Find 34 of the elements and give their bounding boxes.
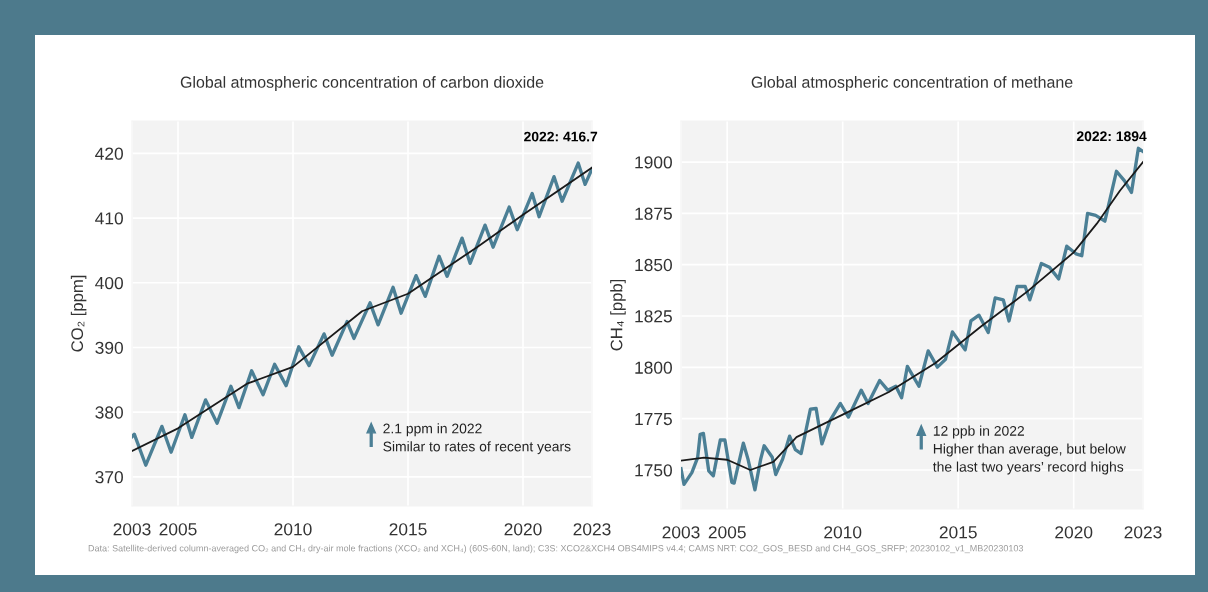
x-tick-label: 2023 <box>1124 526 1162 539</box>
x-tick-label: 2003 <box>113 523 151 536</box>
y-axis-title: CH₄ [ppb] <box>610 279 626 351</box>
y-tick-label: 390 <box>95 341 123 354</box>
y-axis-title: CO₂ [ppm] <box>70 275 87 352</box>
y-tick-label: 1800 <box>635 361 672 374</box>
x-tick-label: 2003 <box>662 526 700 539</box>
chart-title: Global atmospheric concentration of carbon dioxide <box>180 76 544 91</box>
y-tick-label: 380 <box>95 406 123 419</box>
annotation: 2022: 416.7 <box>524 131 598 142</box>
x-tick-label: 2015 <box>939 526 977 539</box>
y-tick-label: 420 <box>95 147 123 160</box>
x-tick-label: 2020 <box>1055 526 1093 539</box>
y-tick-label: 1850 <box>635 258 672 272</box>
y-tick-label: 1775 <box>635 413 672 426</box>
annotation: 12 ppb in 2022 Higher than average, but below the last two years’ record highs <box>933 425 1126 475</box>
x-tick-label: 2005 <box>159 523 197 536</box>
x-tick-label: 2005 <box>708 526 746 539</box>
x-tick-label: 2010 <box>824 526 862 539</box>
x-tick-label: 2010 <box>274 523 312 536</box>
x-tick-label: 2020 <box>504 523 542 536</box>
x-tick-label: 2023 <box>573 523 611 536</box>
y-tick-label: 410 <box>95 212 123 225</box>
text: Data: Satellite-derived column-averaged CO₂ and CH₄ dry-air mole fractions (XCO₂ and XCH₄) (60S-60N, land); C3S: XCO2&XCH4 OBS4MIPS v4.4; CAMS NRT: CO2_GOS_BESD and CH4_GOS_SRFP; 20230102_v1_MB20230103 <box>88 544 1024 554</box>
y-tick-label: 1750 <box>635 464 672 477</box>
y-tick-label: 1900 <box>635 156 672 169</box>
annotation: 2.1 ppm in 2022 Similar to rates of recent years <box>383 423 571 455</box>
annotation: 2022: 1894 <box>1076 131 1147 142</box>
y-tick-label: 1875 <box>635 207 672 220</box>
x-tick-label: 2015 <box>389 523 427 536</box>
y-tick-label: 370 <box>95 471 123 484</box>
chart-title: Global atmospheric concentration of methane <box>751 76 1073 91</box>
y-tick-label: 1825 <box>635 310 672 323</box>
y-tick-label: 400 <box>95 276 123 290</box>
